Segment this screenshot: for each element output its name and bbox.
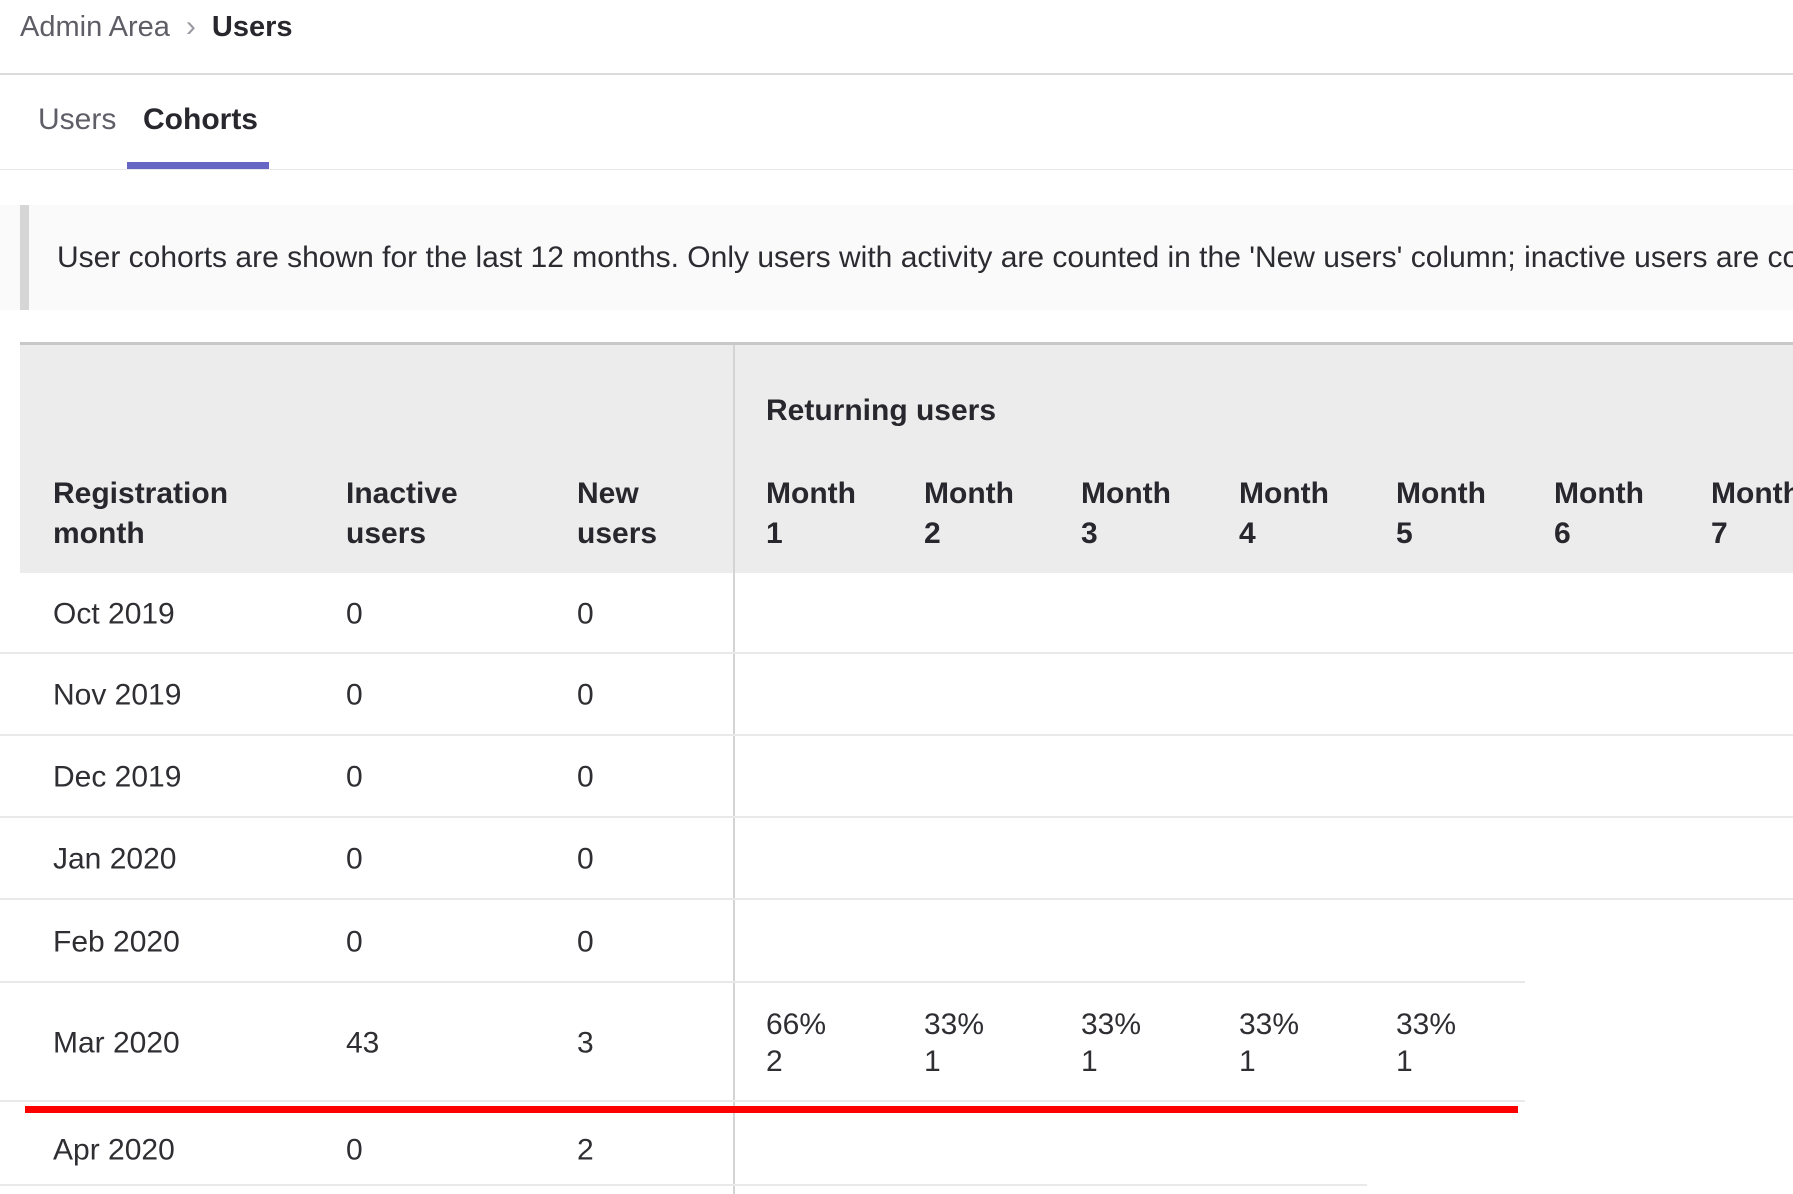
returning-users-header: Returning users bbox=[766, 394, 997, 427]
row-divider bbox=[0, 898, 1793, 900]
returning-users-cell: 33% 1 bbox=[1239, 1007, 1300, 1078]
column-header-month-4: Month 4 bbox=[1239, 477, 1329, 550]
registration-month-cell: Mar 2020 bbox=[53, 1026, 180, 1059]
tab-cohorts[interactable]: Cohorts bbox=[143, 103, 258, 136]
column-header-month-1: Month 1 bbox=[766, 477, 856, 550]
new-users-cell: 0 bbox=[577, 597, 594, 630]
returning-users-cell: 33% 1 bbox=[1396, 1007, 1457, 1078]
inactive-users-cell: 0 bbox=[346, 760, 363, 794]
column-header-registration-month: Registration month bbox=[53, 477, 229, 550]
breadcrumb-users: Users bbox=[211, 10, 293, 43]
column-header-month-6: Month 6 bbox=[1554, 477, 1644, 550]
table-row: Oct 2019 0 0 bbox=[0, 573, 1793, 654]
row-divider bbox=[0, 981, 1525, 983]
table-row: Jan 2020 0 0 bbox=[0, 818, 1793, 900]
registration-month-cell: Apr 2020 bbox=[53, 1133, 175, 1166]
inactive-users-cell: 0 bbox=[346, 597, 363, 630]
column-header-month-5: Month 5 bbox=[1396, 477, 1486, 550]
tab-users[interactable]: Users bbox=[38, 103, 117, 136]
breadcrumb-divider bbox=[0, 73, 1793, 75]
table-row: Apr 2020 0 2 bbox=[0, 1113, 1793, 1186]
breadcrumb-admin-area[interactable]: Admin Area bbox=[20, 10, 170, 43]
new-users-cell: 3 bbox=[577, 1026, 594, 1059]
registration-month-cell: Dec 2019 bbox=[53, 760, 182, 794]
active-tab-indicator bbox=[127, 162, 269, 169]
registration-month-cell: Feb 2020 bbox=[53, 925, 180, 958]
row-divider bbox=[0, 1184, 1367, 1186]
new-users-cell: 0 bbox=[577, 842, 594, 876]
new-users-cell: 0 bbox=[577, 678, 594, 712]
table-row: Dec 2019 0 0 bbox=[0, 736, 1793, 818]
column-header-inactive-users: Inactive users bbox=[346, 477, 458, 550]
table-row: Mar 2020 43 3 66% 2 33% 1 33% 1 33% 1 33% 1 bbox=[0, 983, 1793, 1102]
column-header-month-7: Month 7 bbox=[1711, 477, 1793, 550]
banner-text: User cohorts are shown for the last 12 m… bbox=[57, 240, 1793, 274]
table-top-border bbox=[20, 342, 1793, 345]
registration-month-cell: Nov 2019 bbox=[53, 678, 182, 712]
new-users-cell: 0 bbox=[577, 760, 594, 794]
column-header-new-users: New users bbox=[577, 477, 658, 550]
table-header bbox=[20, 345, 1793, 573]
table-row: Feb 2020 0 0 bbox=[0, 900, 1793, 983]
registration-month-cell: Jan 2020 bbox=[53, 842, 177, 876]
inactive-users-cell: 0 bbox=[346, 842, 363, 876]
inactive-users-cell: 43 bbox=[346, 1026, 380, 1059]
inactive-users-cell: 0 bbox=[346, 1133, 363, 1166]
breadcrumb: Admin Area › Users bbox=[20, 8, 293, 46]
chevron-right-icon: › bbox=[185, 10, 196, 43]
column-group-divider bbox=[733, 345, 735, 1194]
row-divider bbox=[0, 816, 1793, 818]
returning-users-cell: 66% 2 bbox=[766, 1007, 827, 1078]
row-divider bbox=[0, 1100, 1525, 1102]
row-divider bbox=[0, 734, 1793, 736]
row-divider bbox=[0, 652, 1793, 654]
registration-month-cell: Oct 2019 bbox=[53, 597, 175, 630]
column-header-month-2: Month 2 bbox=[924, 477, 1014, 550]
inactive-users-cell: 0 bbox=[346, 678, 363, 712]
table-row: Nov 2019 0 0 bbox=[0, 654, 1793, 736]
info-banner: User cohorts are shown for the last 12 m… bbox=[0, 205, 1793, 310]
returning-users-cell: 33% 1 bbox=[924, 1007, 985, 1078]
tabs-divider bbox=[0, 169, 1793, 170]
banner-accent-bar bbox=[20, 205, 29, 310]
inactive-users-cell: 0 bbox=[346, 925, 363, 958]
returning-users-cell: 33% 1 bbox=[1081, 1007, 1142, 1078]
new-users-cell: 0 bbox=[577, 925, 594, 958]
column-header-month-3: Month 3 bbox=[1081, 477, 1171, 550]
annotation-red-line bbox=[25, 1106, 1518, 1113]
new-users-cell: 2 bbox=[577, 1133, 594, 1166]
